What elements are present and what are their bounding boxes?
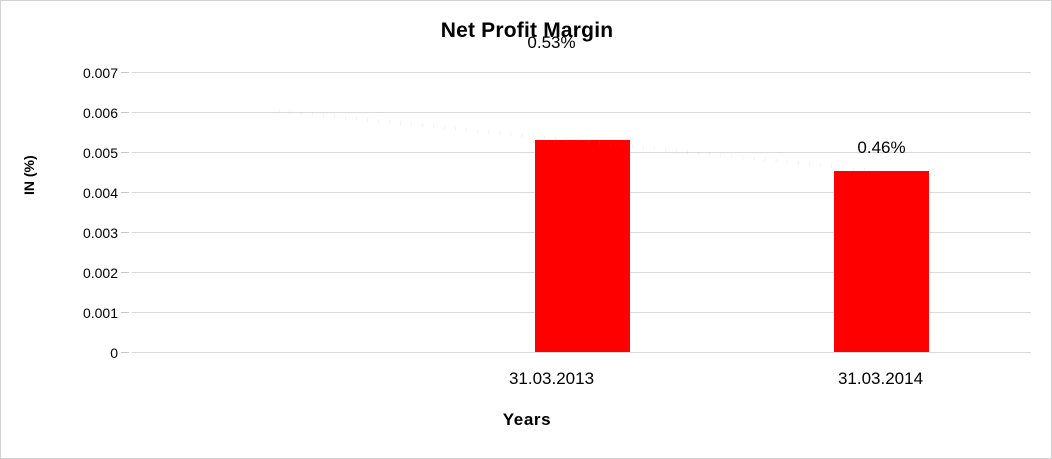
y-tick-mark-0.004 [121, 192, 129, 193]
y-tick-mark-0.006 [121, 112, 129, 113]
y-tick-mark-0 [121, 352, 129, 353]
data-label-31-03-2013: 0.53% [527, 33, 576, 52]
y-tick-mark-0.005 [121, 152, 129, 153]
x-tick-label-31-03-2013: 31.03.2013 [508, 369, 595, 388]
y-tick-mark-0.003 [121, 232, 129, 233]
y-tick-mark-0.007 [121, 72, 129, 73]
x-tick-label-31-03-2014: 31.03.2014 [837, 369, 924, 388]
y-tick-label-0.004: 0.004 [82, 185, 118, 201]
gridline-0.006 [132, 112, 1031, 113]
y-tick-label-0.002: 0.002 [82, 265, 118, 281]
plot-area [132, 72, 1031, 353]
gridline-0.007 [132, 72, 1031, 73]
y-tick-label-0.006: 0.006 [82, 105, 118, 121]
data-label-31-03-2014: 0.46% [857, 138, 906, 157]
y-tick-label-0.001: 0.001 [82, 305, 118, 321]
chart-title: Net Profit Margin [440, 19, 614, 42]
y-tick-mark-0.002 [121, 272, 129, 273]
y-axis-title: IN (%) [21, 155, 37, 195]
y-tick-label-0.003: 0.003 [82, 225, 118, 241]
y-tick-label-0.005: 0.005 [82, 145, 118, 161]
y-tick-label-0.007: 0.007 [82, 65, 118, 81]
bar-31-03-2013[interactable] [535, 140, 630, 352]
y-tick-mark-0.001 [121, 312, 129, 313]
x-axis-title: Years [502, 410, 552, 429]
bar-31-03-2014[interactable] [834, 171, 929, 352]
x-axis-line [132, 352, 1031, 353]
y-tick-label-0: 0 [110, 345, 118, 361]
